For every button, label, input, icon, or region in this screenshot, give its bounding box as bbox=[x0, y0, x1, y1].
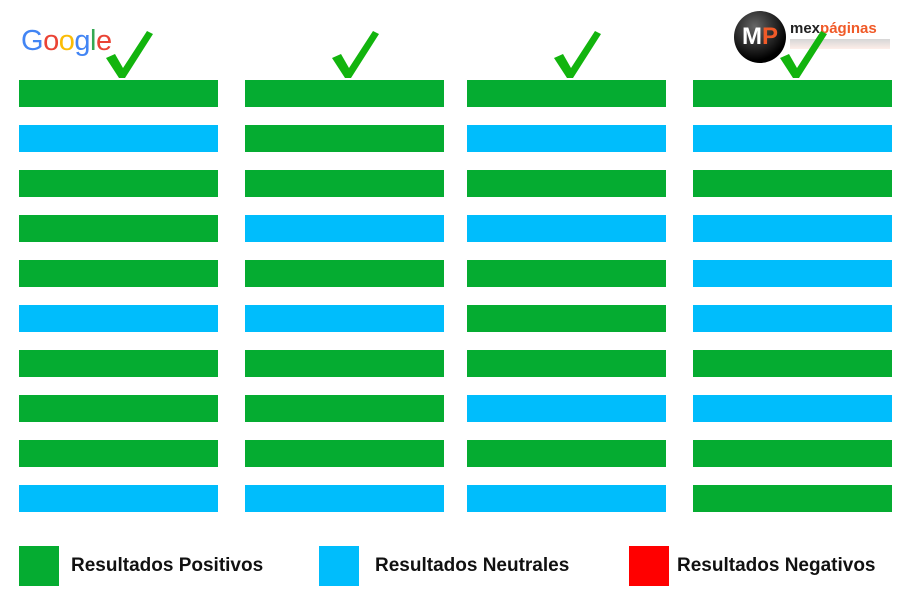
result-bar-positive bbox=[19, 215, 218, 242]
legend-label-neutral: Resultados Neutrales bbox=[375, 555, 570, 576]
mexpaginas-logo-text: mexpáginas bbox=[790, 20, 877, 37]
checkmark-icon bbox=[106, 31, 153, 78]
legend-swatch-negative bbox=[629, 546, 669, 586]
result-bar-positive bbox=[245, 395, 444, 422]
result-bar-neutral bbox=[467, 215, 666, 242]
result-bar-positive bbox=[467, 305, 666, 332]
result-bar-positive bbox=[467, 170, 666, 197]
result-bar-positive bbox=[467, 260, 666, 287]
mexpaginas-logo-reflection bbox=[790, 39, 890, 49]
result-bar-neutral bbox=[19, 125, 218, 152]
result-bar-neutral bbox=[245, 485, 444, 512]
google-logo: Google bbox=[21, 25, 112, 57]
result-bar-neutral bbox=[693, 215, 892, 242]
result-bar-positive bbox=[19, 80, 218, 107]
logo-suffix: páginas bbox=[820, 20, 877, 37]
result-bar-positive bbox=[245, 260, 444, 287]
result-bar-positive bbox=[693, 80, 892, 107]
legend-swatch-positive bbox=[19, 546, 59, 586]
logo-prefix: mex bbox=[790, 20, 821, 37]
result-bar-positive bbox=[693, 440, 892, 467]
result-bar-positive bbox=[467, 80, 666, 107]
result-bar-neutral bbox=[693, 125, 892, 152]
result-bar-positive bbox=[245, 350, 444, 377]
result-bar-neutral bbox=[693, 260, 892, 287]
result-bar-positive bbox=[19, 440, 218, 467]
result-bar-positive bbox=[693, 485, 892, 512]
result-bar-positive bbox=[245, 170, 444, 197]
result-bar-neutral bbox=[467, 395, 666, 422]
result-bar-neutral bbox=[693, 305, 892, 332]
result-bar-neutral bbox=[19, 485, 218, 512]
checkmark-icon bbox=[554, 31, 601, 78]
result-bar-positive bbox=[693, 350, 892, 377]
result-bar-positive bbox=[19, 350, 218, 377]
result-bar-neutral bbox=[19, 305, 218, 332]
result-bar-positive bbox=[19, 395, 218, 422]
result-bar-positive bbox=[693, 170, 892, 197]
result-bar-positive bbox=[467, 440, 666, 467]
result-bar-positive bbox=[245, 80, 444, 107]
result-bar-neutral bbox=[693, 395, 892, 422]
checkmark-icon bbox=[780, 31, 827, 78]
result-bar-neutral bbox=[245, 215, 444, 242]
result-bar-positive bbox=[19, 260, 218, 287]
result-bar-positive bbox=[19, 170, 218, 197]
legend-label-positive: Resultados Positivos bbox=[71, 555, 264, 576]
result-bar-positive bbox=[467, 350, 666, 377]
result-bar-neutral bbox=[467, 125, 666, 152]
result-bar-positive bbox=[245, 125, 444, 152]
legend-label-negative: Resultados Negativos bbox=[677, 555, 876, 576]
legend-swatch-neutral bbox=[319, 546, 359, 586]
result-bar-neutral bbox=[467, 485, 666, 512]
result-bar-neutral bbox=[245, 305, 444, 332]
checkmark-icon bbox=[332, 31, 379, 78]
result-bar-positive bbox=[245, 440, 444, 467]
